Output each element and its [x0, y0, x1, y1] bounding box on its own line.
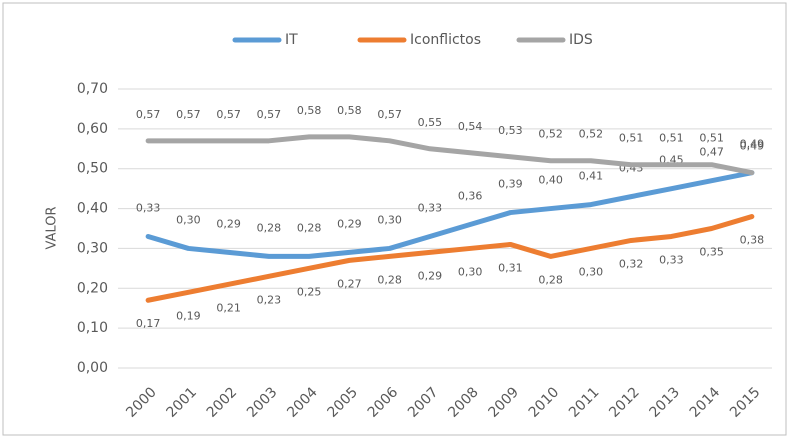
data-label: 0,39	[498, 178, 523, 191]
y-tick-label: 0,30	[77, 240, 108, 256]
data-label: 0,30	[176, 213, 201, 226]
data-label: 0,53	[498, 124, 523, 137]
y-tick-label: 0,50	[77, 161, 108, 177]
y-axis-title: VALOR	[45, 207, 60, 250]
data-label: 0,41	[579, 170, 604, 183]
data-label: 0,25	[297, 285, 322, 298]
data-label: 0,33	[418, 201, 443, 214]
data-label: 0,57	[216, 108, 241, 121]
data-label: 0,30	[458, 265, 483, 278]
data-label: 0,19	[176, 309, 201, 322]
data-label: 0,54	[458, 120, 483, 133]
data-label: 0,52	[538, 128, 563, 141]
y-tick-label: 0,10	[77, 320, 108, 336]
y-tick-label: 0,60	[77, 121, 108, 137]
legend-label: Iconflictos	[410, 32, 481, 48]
data-label: 0,52	[579, 128, 604, 141]
data-label: 0,28	[538, 273, 563, 286]
data-label: 0,29	[337, 217, 362, 230]
data-label: 0,32	[619, 257, 644, 270]
data-label: 0,33	[136, 201, 161, 214]
data-label: 0,57	[136, 108, 161, 121]
line-series	[145, 214, 755, 303]
data-label: 0,55	[418, 116, 443, 129]
data-label: 0,49	[740, 140, 765, 153]
data-label: 0,58	[337, 104, 362, 117]
legend-label: IT	[285, 32, 298, 48]
data-label: 0,27	[337, 277, 362, 290]
data-label: 0,21	[216, 301, 241, 314]
data-label: 0,47	[699, 146, 724, 159]
data-label: 0,58	[297, 104, 322, 117]
data-label: 0,33	[659, 253, 684, 266]
data-label: 0,30	[377, 213, 402, 226]
data-label: 0,28	[257, 221, 282, 234]
y-tick-label: 0,70	[77, 81, 108, 97]
data-label: 0,28	[377, 273, 402, 286]
y-tick-label: 0,40	[77, 201, 108, 217]
data-label: 0,40	[538, 174, 563, 187]
data-label: 0,57	[377, 108, 402, 121]
data-label: 0,49	[740, 138, 765, 151]
data-label: 0,35	[699, 246, 724, 259]
data-label: 0,17	[136, 317, 161, 330]
y-tick-label: 0,20	[77, 280, 108, 296]
data-label: 0,23	[257, 293, 282, 306]
data-label: 0,57	[257, 108, 282, 121]
data-label: 0,36	[458, 190, 483, 203]
data-label: 0,51	[619, 132, 644, 145]
line-series	[145, 134, 755, 176]
data-label: 0,31	[498, 261, 523, 274]
data-label: 0,30	[579, 265, 604, 278]
y-tick-label: 0,00	[77, 360, 108, 376]
data-label: 0,51	[699, 132, 724, 145]
line-series	[145, 170, 755, 259]
data-label: 0,38	[740, 234, 765, 247]
data-label: 0,29	[418, 269, 443, 282]
legend-label: IDS	[569, 32, 593, 48]
data-label: 0,29	[216, 217, 241, 230]
data-label: 0,51	[659, 132, 684, 145]
data-label: 0,28	[297, 221, 322, 234]
data-label: 0,57	[176, 108, 201, 121]
